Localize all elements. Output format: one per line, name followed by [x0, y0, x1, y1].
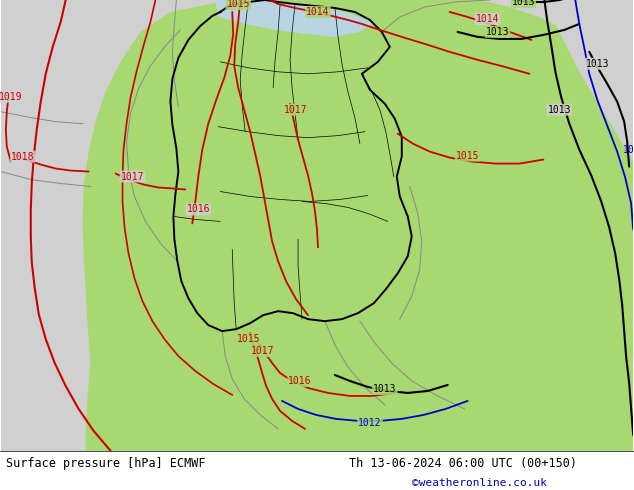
Polygon shape [1, 0, 75, 321]
Text: ©weatheronline.co.uk: ©weatheronline.co.uk [412, 478, 547, 488]
Text: 1015: 1015 [236, 334, 260, 344]
Text: 1014: 1014 [306, 7, 330, 17]
Polygon shape [82, 0, 633, 451]
Text: 1015: 1015 [226, 0, 250, 9]
Text: 1015: 1015 [456, 150, 479, 161]
Text: 1017: 1017 [284, 105, 307, 115]
Text: 1013: 1013 [373, 384, 397, 394]
Text: 1012: 1012 [358, 418, 382, 428]
Text: Th 13-06-2024 06:00 UTC (00+150): Th 13-06-2024 06:00 UTC (00+150) [349, 457, 577, 469]
Text: 1012: 1012 [623, 145, 634, 155]
Polygon shape [479, 0, 633, 107]
Text: 1014: 1014 [476, 14, 500, 24]
Polygon shape [216, 0, 375, 37]
Text: Surface pressure [hPa] ECMWF: Surface pressure [hPa] ECMWF [6, 457, 206, 469]
Text: 1017: 1017 [120, 172, 145, 181]
Text: 1016: 1016 [186, 204, 210, 215]
Text: 1016: 1016 [288, 376, 312, 386]
Text: 1013: 1013 [486, 27, 509, 37]
Text: 1013: 1013 [512, 0, 535, 7]
Text: 1018: 1018 [11, 151, 34, 162]
Text: 1019: 1019 [0, 92, 23, 102]
Text: 1013: 1013 [586, 59, 609, 69]
Text: 1013: 1013 [548, 105, 571, 115]
Text: 1017: 1017 [250, 346, 274, 356]
